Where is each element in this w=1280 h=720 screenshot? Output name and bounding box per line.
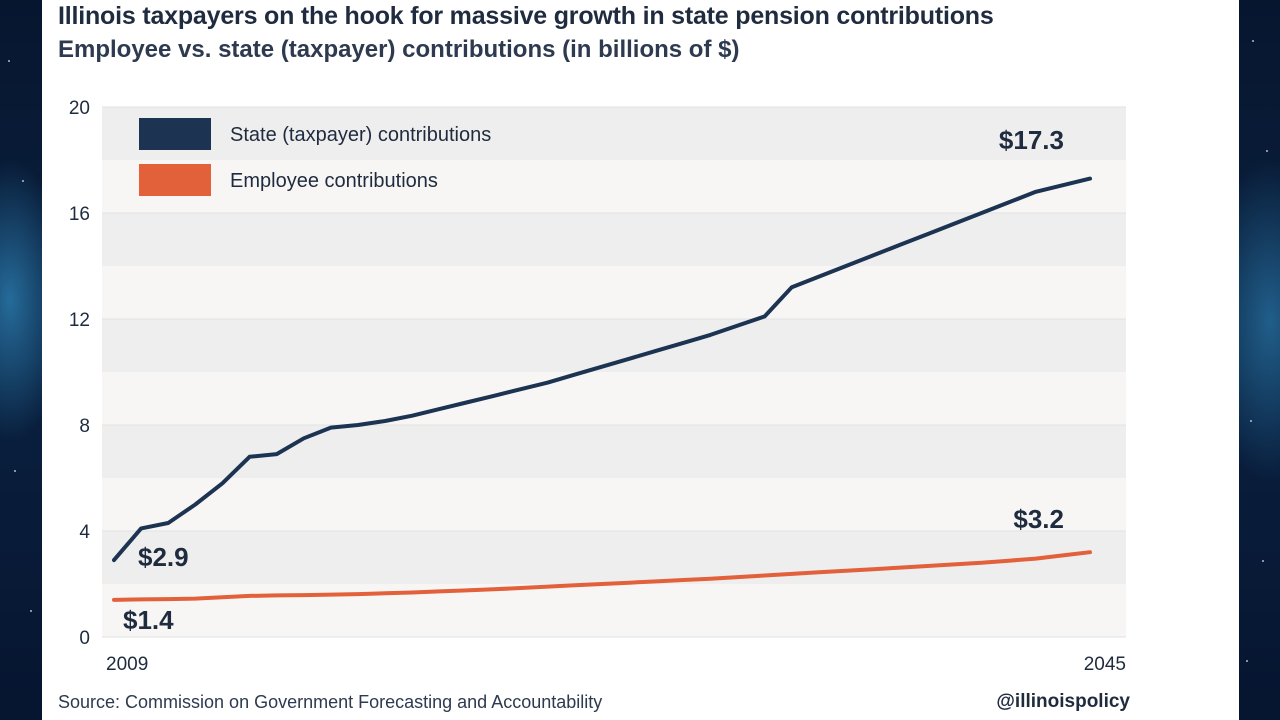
chart-subtitle: Employee vs. state (taxpayer) contributi… (58, 36, 740, 63)
x-axis-ticks: 2009 2045 (106, 654, 1126, 675)
pension-line-chart: 0 4 8 12 16 20 2009 2045 State (taxpayer) cont… (69, 98, 1126, 675)
background-band (102, 584, 1126, 637)
social-handle: @illinoispolicy (996, 691, 1130, 712)
star (1266, 150, 1268, 152)
source-note: Source: Commission on Government Forecas… (58, 692, 603, 712)
state-contributions-line (112, 176, 1092, 563)
legend-label-state: State (taxpayer) contributions (230, 124, 491, 146)
y-tick-label: 0 (79, 628, 90, 649)
series-lines (112, 176, 1092, 602)
star (1246, 660, 1248, 662)
y-tick-label: 4 (79, 522, 90, 543)
y-tick-label: 16 (69, 204, 90, 225)
y-tick-label: 12 (69, 310, 90, 331)
star (1250, 420, 1252, 422)
data-label: $17.3 (999, 125, 1064, 155)
star (30, 610, 32, 612)
data-label: $1.4 (123, 605, 174, 635)
employee-contributions-line (112, 550, 1092, 602)
y-tick-label: 8 (79, 416, 90, 437)
legend-swatch-state (139, 118, 211, 150)
data-labels: $2.9 $17.3 $1.4 $3.2 (123, 125, 1064, 635)
data-label: $3.2 (1013, 504, 1064, 534)
background-band (102, 478, 1126, 531)
background-band (102, 266, 1126, 319)
legend-swatch-employee (139, 164, 211, 196)
star (14, 470, 16, 472)
star (1252, 40, 1254, 42)
star (8, 60, 10, 62)
background-band (102, 213, 1126, 266)
background-band (102, 531, 1126, 584)
background-band (102, 425, 1126, 478)
x-tick-label: 2045 (1084, 654, 1126, 675)
data-label: $2.9 (138, 542, 189, 572)
y-axis-ticks: 0 4 8 12 16 20 (69, 98, 91, 649)
background-band (102, 107, 1126, 160)
infographic-card: Illinois taxpayers on the hook for massi… (42, 0, 1239, 720)
y-tick-label: 20 (69, 98, 90, 119)
star (1262, 560, 1264, 562)
legend-label-employee: Employee contributions (230, 170, 438, 192)
legend: State (taxpayer) contributions Employee c… (139, 118, 491, 196)
x-tick-label: 2009 (106, 654, 148, 675)
background-band (102, 160, 1126, 213)
background-band (102, 372, 1126, 425)
star (22, 180, 24, 182)
chart-title: Illinois taxpayers on the hook for massi… (58, 2, 994, 30)
